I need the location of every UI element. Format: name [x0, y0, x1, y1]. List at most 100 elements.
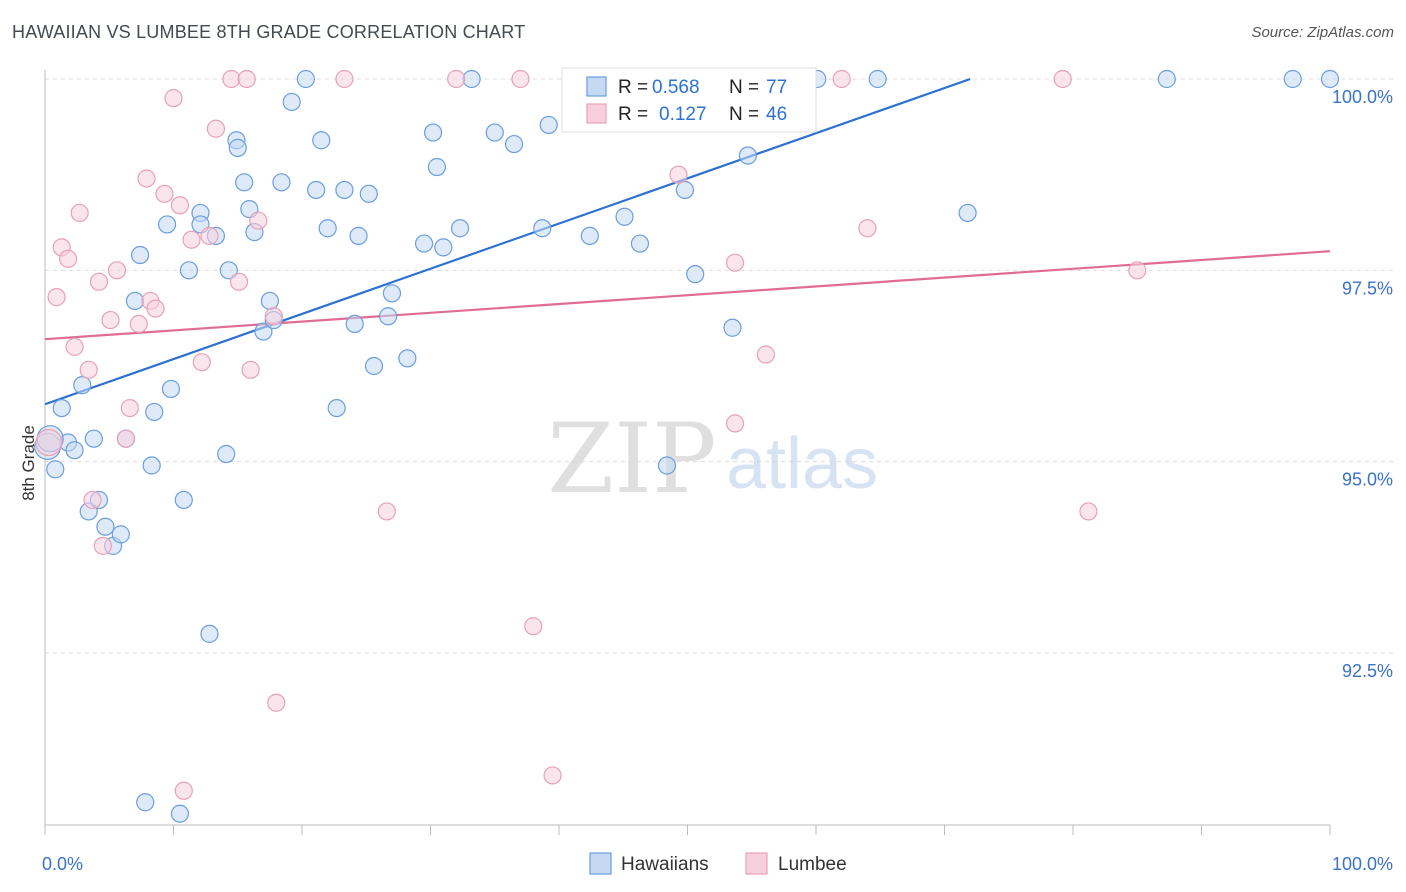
point-lumbee: [241, 360, 260, 379]
point-hawaiians: [200, 624, 219, 643]
point-hawaiians: [1320, 69, 1340, 89]
point-hawaiians: [260, 291, 279, 311]
point-hawaiians: [398, 349, 417, 368]
point-hawaiians: [46, 460, 65, 479]
point-hawaiians: [462, 69, 481, 89]
point-lumbee: [93, 536, 112, 555]
point-hawaiians: [125, 291, 145, 311]
point-lumbee: [79, 360, 98, 379]
point-hawaiians: [533, 219, 552, 238]
point-hawaiians: [254, 322, 273, 341]
point-hawaiians: [157, 215, 177, 234]
point-hawaiians: [296, 69, 315, 89]
point-hawaiians: [130, 245, 150, 265]
point-hawaiians: [174, 490, 193, 510]
legend-r-value-hawaiians: 0.568: [652, 77, 700, 98]
point-lumbee: [65, 337, 84, 356]
legend-r-label-hawaiians: R =: [618, 77, 648, 98]
point-lumbee: [249, 211, 268, 230]
point-lumbee: [264, 307, 283, 326]
point-hawaiians: [161, 379, 181, 399]
point-hawaiians: [450, 219, 470, 238]
point-lumbee: [524, 617, 543, 636]
point-hawaiians: [228, 138, 247, 157]
x-tick-label: 100.0%: [1332, 854, 1393, 874]
point-lumbee: [129, 314, 148, 334]
point-lumbee: [206, 119, 226, 138]
point-hawaiians: [382, 284, 402, 303]
point-lumbee: [120, 398, 139, 418]
point-hawaiians: [686, 265, 705, 284]
point-hawaiians: [170, 804, 190, 823]
point-hawaiians: [615, 207, 634, 226]
point-hawaiians: [345, 314, 364, 334]
point-lumbee: [174, 781, 193, 800]
point-lumbee: [222, 69, 241, 89]
point-lumbee: [1128, 261, 1147, 280]
point-hawaiians: [1283, 69, 1302, 89]
point-lumbee: [70, 203, 89, 223]
point-hawaiians: [423, 123, 443, 142]
legend-swatch-lumbee: [586, 103, 607, 124]
point-lumbee: [164, 89, 183, 108]
point-hawaiians: [485, 123, 504, 142]
point-lumbee: [725, 414, 745, 433]
y-tick-label: 100.0%: [1332, 87, 1393, 107]
point-lumbee: [543, 766, 562, 785]
point-lumbee: [858, 219, 877, 238]
point-hawaiians: [111, 525, 130, 544]
point-hawaiians: [145, 402, 164, 422]
point-hawaiians: [378, 307, 398, 326]
legend-r-label-lumbee: R =: [618, 104, 648, 125]
point-lumbee: [669, 165, 688, 184]
point-hawaiians: [52, 398, 71, 418]
point-lumbee: [192, 353, 211, 372]
watermark-zip: ZIP: [547, 403, 716, 515]
point-hawaiians: [96, 517, 115, 536]
point-hawaiians: [1157, 69, 1176, 89]
point-lumbee: [116, 429, 136, 448]
point-lumbee: [200, 226, 219, 245]
point-hawaiians: [84, 429, 103, 448]
point-lumbee: [137, 169, 156, 188]
point-hawaiians: [630, 234, 650, 253]
point-lumbee: [89, 272, 109, 291]
point-hawaiians: [235, 173, 254, 192]
point-lumbee: [229, 272, 249, 291]
x-tick-labels: 0.0% 100.0%: [42, 854, 1393, 874]
point-lumbee: [756, 345, 775, 364]
x-tick-label: 0.0%: [42, 854, 83, 874]
point-lumbee: [35, 428, 63, 457]
point-hawaiians: [958, 203, 977, 223]
point-hawaiians: [272, 173, 291, 192]
point-lumbee: [725, 253, 745, 272]
point-lumbee: [182, 230, 201, 249]
source-credit: Source: ZipAtlas.com: [1251, 24, 1394, 41]
y-tick-label: 97.5%: [1342, 278, 1393, 298]
point-lumbee: [59, 249, 78, 268]
legend-n-label-hawaiians: N =: [729, 77, 759, 98]
bottom-legend-swatch-lumbee: [745, 852, 768, 875]
point-hawaiians: [580, 226, 599, 245]
point-hawaiians: [427, 157, 447, 177]
point-hawaiians: [136, 793, 155, 812]
point-lumbee: [170, 196, 190, 215]
point-hawaiians: [414, 234, 434, 253]
legend-r-value-lumbee: 0.127: [659, 104, 707, 125]
legend-n-value-lumbee: 46: [766, 104, 787, 125]
point-lumbee: [447, 69, 466, 89]
point-hawaiians: [738, 146, 757, 165]
point-lumbee: [1053, 69, 1072, 89]
point-lumbee: [377, 502, 396, 521]
bottom-legend-label-hawaiians: Hawaiians: [621, 854, 709, 875]
point-hawaiians: [335, 180, 354, 200]
y-axis-label: 8th Grade: [19, 425, 38, 501]
point-hawaiians: [65, 441, 84, 460]
point-hawaiians: [723, 318, 742, 337]
point-hawaiians: [434, 238, 453, 257]
point-lumbee: [511, 69, 530, 89]
bottom-legend-swatch-hawaiians: [589, 852, 612, 875]
point-lumbee: [1079, 502, 1098, 521]
y-tick-labels: 100.0% 97.5% 95.0% 92.5%: [1332, 87, 1393, 681]
point-hawaiians: [504, 134, 524, 154]
